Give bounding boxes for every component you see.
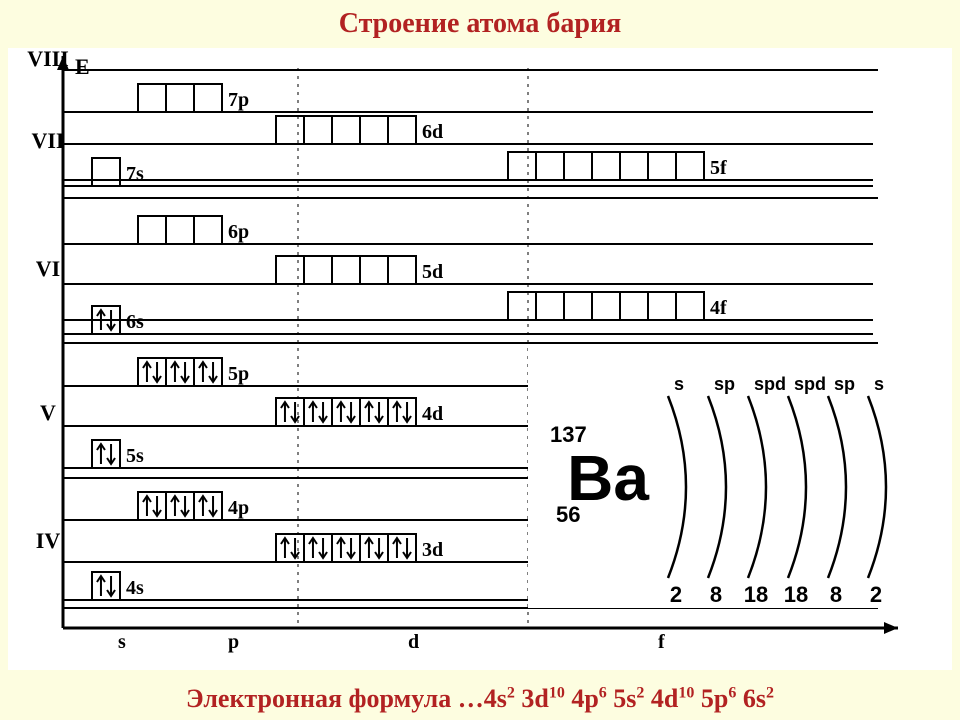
svg-text:spd: spd	[794, 374, 826, 394]
svg-text:6s: 6s	[126, 311, 144, 333]
svg-text:18: 18	[744, 582, 768, 607]
svg-text:VIII: VIII	[27, 48, 69, 71]
svg-text:7p: 7p	[228, 89, 249, 111]
svg-text:4s: 4s	[126, 577, 144, 599]
svg-text:8: 8	[830, 582, 842, 607]
svg-text:2: 2	[670, 582, 682, 607]
energy-diagram-svg: EspdfVIIIVIIVIVIV7p6d7s5f6p5d6s4f5p4d5s4…	[8, 48, 952, 668]
svg-text:18: 18	[784, 582, 808, 607]
svg-text:s: s	[118, 631, 126, 653]
svg-text:d: d	[408, 631, 419, 653]
svg-text:2: 2	[870, 582, 882, 607]
svg-text:spd: spd	[754, 374, 786, 394]
svg-text:VII: VII	[31, 128, 64, 153]
svg-text:s: s	[674, 374, 684, 394]
page-title: Строение атома бария	[0, 0, 960, 44]
svg-text:3d: 3d	[422, 539, 443, 561]
svg-text:sp: sp	[714, 374, 735, 394]
diagram-area: EspdfVIIIVIIVIVIV7p6d7s5f6p5d6s4f5p4d5s4…	[8, 48, 952, 670]
svg-text:6d: 6d	[422, 121, 443, 143]
svg-text:VI: VI	[36, 256, 60, 281]
svg-text:4f: 4f	[710, 297, 727, 319]
svg-text:p: p	[228, 631, 239, 653]
svg-text:5s: 5s	[126, 445, 144, 467]
svg-text:f: f	[658, 631, 665, 653]
electron-formula: Электронная формула …4s2 3d10 4p6 5s2 4d…	[0, 684, 960, 714]
svg-text:sp: sp	[834, 374, 855, 394]
svg-text:4p: 4p	[228, 497, 249, 519]
svg-text:5d: 5d	[422, 261, 443, 283]
svg-text:IV: IV	[36, 528, 61, 553]
svg-text:8: 8	[710, 582, 722, 607]
svg-text:Ba: Ba	[567, 442, 649, 514]
svg-text:5f: 5f	[710, 157, 727, 179]
svg-text:s: s	[874, 374, 884, 394]
svg-text:V: V	[40, 400, 56, 425]
svg-text:4d: 4d	[422, 403, 443, 425]
svg-text:5p: 5p	[228, 363, 249, 385]
svg-text:E: E	[75, 54, 90, 79]
svg-text:7s: 7s	[126, 163, 144, 185]
svg-text:6p: 6p	[228, 221, 249, 243]
